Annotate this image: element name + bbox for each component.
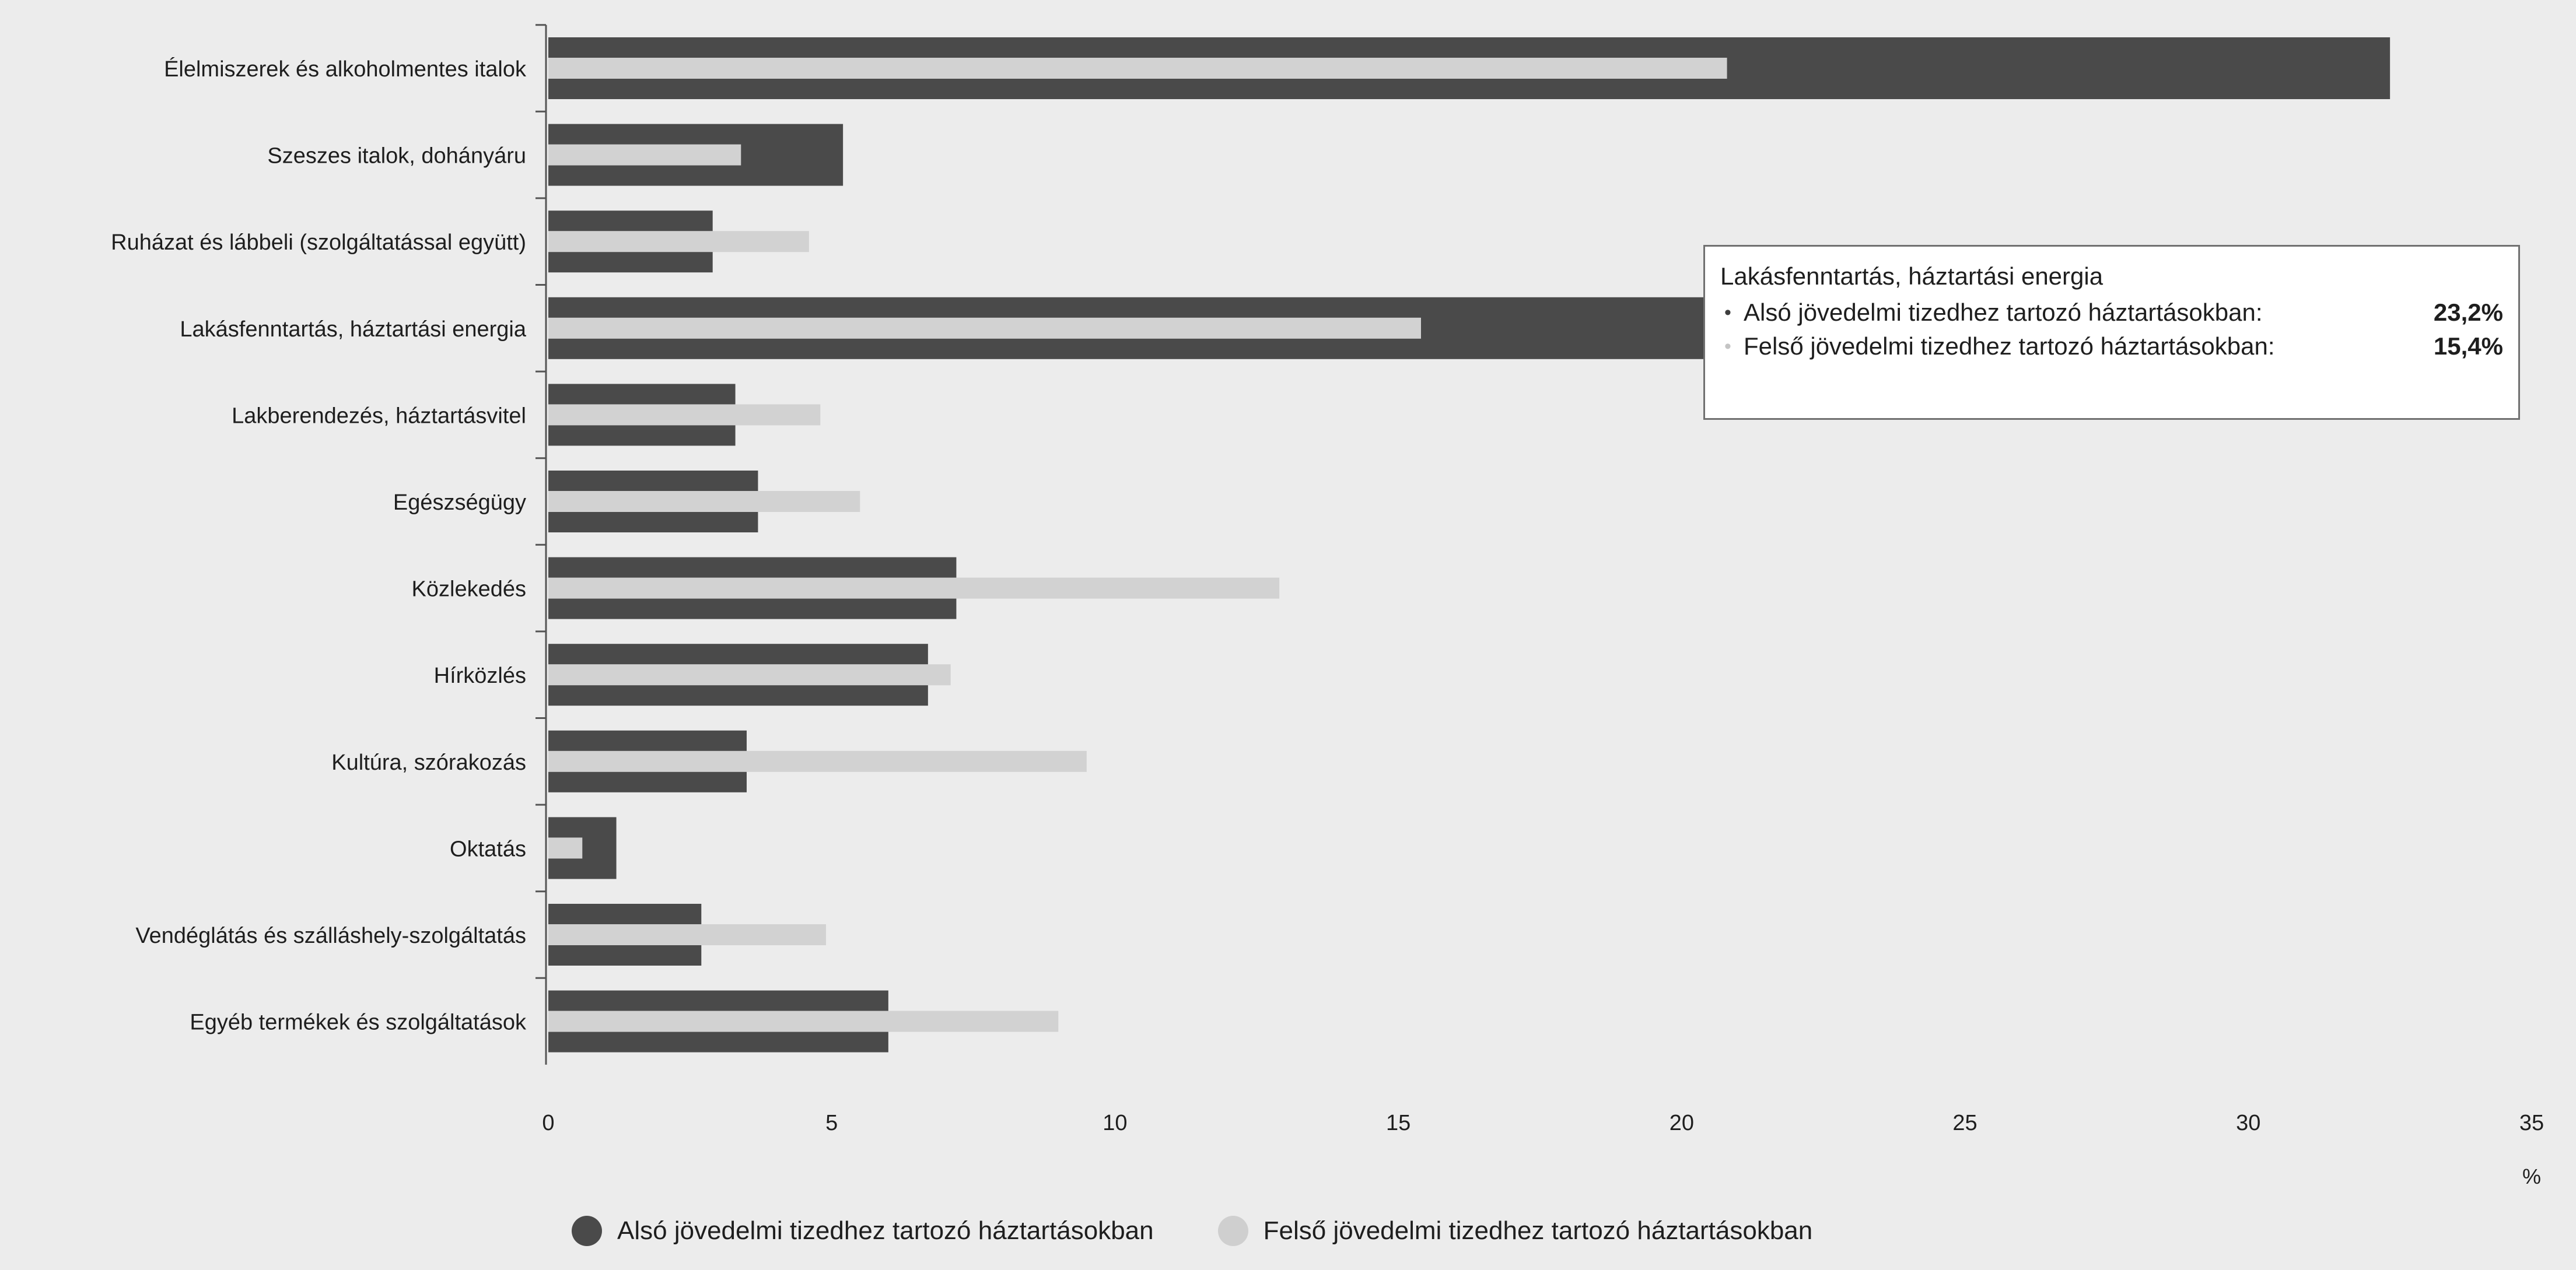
x-tick-label: 20 [1670,1111,1694,1135]
category-label: Lakberendezés, háztartásvitel [232,404,526,428]
legend-item-upper[interactable]: Felső jövedelmi tizedhez tartozó háztart… [1217,1216,1813,1246]
bar-upper-decile [548,491,860,512]
bar-upper-decile [548,750,1087,772]
category-label: Ruházat és lábbeli (szolgáltatással együ… [111,230,526,255]
legend-swatch-lower [572,1216,602,1246]
legend-label-upper: Felső jövedelmi tizedhez tartozó háztart… [1263,1216,1813,1245]
category-label: Oktatás [450,837,526,861]
tooltip-value-lower: 23,2% [2433,299,2503,326]
x-tick-label: 30 [2236,1111,2260,1135]
category-label: Élelmiszerek és alkoholmentes italok [164,57,527,82]
bar-upper-decile [548,1011,1059,1032]
tooltip-title: Lakásfenntartás, háztartási energia [1720,262,2104,290]
category-label: Szeszes italok, dohányáru [267,144,526,169]
bar-upper-decile [548,837,583,859]
tooltip: Lakásfenntartás, háztartási energia • Al… [1703,245,2520,420]
category-label: Vendéglátás és szálláshely-szolgáltatás [135,924,526,948]
category-label: Egyéb termékek és szolgáltatások [190,1011,527,1035]
tooltip-row-lower: • Alsó jövedelmi tizedhez tartozó háztar… [1720,296,2503,329]
x-tick-label: 0 [542,1111,554,1135]
category-label: Egészségügy [393,490,526,515]
bar-upper-decile [548,144,741,166]
x-tick-label: 15 [1386,1111,1410,1135]
bar-upper-decile [548,317,1421,339]
x-tick-label: 5 [825,1111,838,1135]
legend: Alsó jövedelmi tizedhez tartozó háztartá… [572,1216,1877,1246]
tooltip-marker-upper: • [1724,335,1731,357]
legend-item-lower[interactable]: Alsó jövedelmi tizedhez tartozó háztartá… [572,1216,1154,1246]
legend-label-lower: Alsó jövedelmi tizedhez tartozó háztartá… [617,1216,1154,1245]
bar-upper-decile [548,231,809,252]
bar-upper-decile [548,664,951,686]
tooltip-marker-lower: • [1724,301,1731,324]
category-label: Lakásfenntartás, háztartási energia [180,317,526,342]
bar-upper-decile [548,404,821,426]
x-unit-label: % [2522,1164,2541,1188]
tooltip-label-lower: Alsó jövedelmi tizedhez tartozó háztartá… [1744,299,2263,326]
x-tick-label: 35 [2519,1111,2544,1135]
tooltip-row-upper: • Felső jövedelmi tizedhez tartozó házta… [1720,329,2503,363]
x-tick-label: 10 [1102,1111,1127,1135]
category-label: Kultúra, szórakozás [331,750,526,775]
bar-upper-decile [548,924,826,945]
category-label: Közlekedés [412,577,526,602]
bar-upper-decile [548,58,1727,79]
x-tick-label: 25 [1952,1111,1977,1135]
category-label: Hírközlés [434,664,526,688]
legend-swatch-upper [1217,1216,1248,1246]
tooltip-value-upper: 15,4% [2433,332,2503,360]
bar-upper-decile [548,577,1280,599]
tooltip-label-upper: Felső jövedelmi tizedhez tartozó háztart… [1744,332,2275,360]
